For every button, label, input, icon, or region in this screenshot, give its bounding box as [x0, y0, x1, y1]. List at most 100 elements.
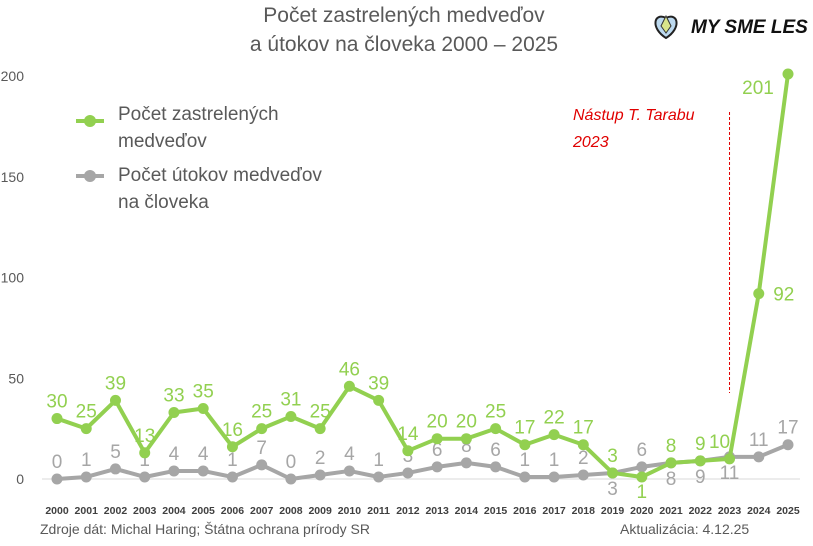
- source-text: Zdroje dát: Michal Haring; Štátna ochran…: [40, 521, 370, 537]
- data-label: 2: [315, 448, 326, 469]
- data-label: 11: [720, 463, 740, 484]
- data-point: [109, 463, 121, 475]
- y-tick-label: 150: [1, 169, 25, 185]
- data-point: [431, 433, 443, 445]
- data-point: [197, 465, 209, 477]
- data-label: 9: [695, 467, 706, 488]
- annotation-line-1: Nástup T. Tarabu: [573, 107, 695, 124]
- data-label: 92: [773, 285, 794, 306]
- x-tick-label: 2016: [513, 505, 537, 517]
- x-tick-label: 2003: [133, 505, 157, 517]
- data-point: [607, 467, 619, 479]
- data-point: [519, 439, 531, 451]
- x-tick-label: 2020: [630, 505, 654, 517]
- data-label: 0: [286, 452, 297, 473]
- data-point: [577, 439, 589, 451]
- data-label: 1: [520, 450, 531, 471]
- x-tick-label: 2014: [455, 505, 479, 517]
- data-point: [490, 461, 502, 473]
- legend-gray-line-2: na človeka: [118, 192, 209, 213]
- data-point: [285, 473, 297, 485]
- x-tick-label: 2025: [776, 505, 800, 517]
- data-label: 4: [344, 444, 355, 465]
- data-label: 17: [573, 418, 594, 439]
- data-point: [782, 68, 794, 80]
- legend-gray-line-1: Počet útokov medveďov: [118, 165, 322, 186]
- data-point: [460, 433, 472, 445]
- data-point: [226, 441, 238, 453]
- data-point: [753, 451, 765, 463]
- data-label: 11: [749, 430, 769, 451]
- chart-title-line-2: a útokov na človeka 2000 – 2025: [250, 33, 558, 56]
- data-label: 10: [709, 432, 730, 453]
- x-tick-label: 2005: [192, 505, 216, 517]
- data-label: 6: [432, 440, 443, 461]
- data-label: 17: [777, 418, 798, 439]
- y-tick-label: 0: [16, 471, 24, 487]
- data-point: [80, 423, 92, 435]
- data-point: [548, 471, 560, 483]
- data-point: [139, 471, 151, 483]
- x-tick-label: 2017: [542, 505, 566, 517]
- data-label: 39: [105, 373, 126, 394]
- data-point: [724, 453, 736, 465]
- data-label: 3: [607, 446, 618, 467]
- data-point: [636, 471, 648, 483]
- x-tick-label: 2004: [162, 505, 186, 517]
- data-point: [577, 469, 589, 481]
- legend-green-line-2: medveďov: [118, 131, 207, 152]
- data-point: [519, 471, 531, 483]
- x-tick-label: 2000: [45, 505, 69, 517]
- data-point: [343, 465, 355, 477]
- x-tick-label: 2002: [104, 505, 128, 517]
- data-label: 3: [403, 446, 414, 467]
- x-tick-label: 2008: [279, 505, 303, 517]
- x-tick-label: 2001: [75, 505, 99, 517]
- data-point: [753, 288, 765, 300]
- data-point: [694, 455, 706, 467]
- data-label: 3: [607, 479, 618, 500]
- x-tick-label: 2013: [425, 505, 449, 517]
- x-tick-label: 2024: [747, 505, 771, 517]
- data-point: [168, 465, 180, 477]
- data-label: 9: [695, 434, 706, 455]
- data-label: 1: [549, 450, 560, 471]
- data-point: [51, 473, 63, 485]
- data-label: 201: [742, 78, 774, 99]
- data-point: [373, 471, 385, 483]
- data-label: 1: [81, 450, 92, 471]
- data-label: 2: [578, 448, 589, 469]
- data-point: [314, 469, 326, 481]
- data-point: [197, 402, 209, 414]
- data-label: 1: [227, 450, 238, 471]
- x-tick-label: 2015: [484, 505, 508, 517]
- data-label: 7: [256, 438, 267, 459]
- logo: MY SME LES: [654, 14, 808, 40]
- data-label: 33: [163, 386, 184, 407]
- data-label: 6: [490, 440, 501, 461]
- data-point: [665, 457, 677, 469]
- data-label: 1: [637, 482, 648, 503]
- data-label: 25: [485, 402, 506, 423]
- data-point: [373, 394, 385, 406]
- data-label: 8: [666, 469, 677, 490]
- data-point: [80, 471, 92, 483]
- x-tick-label: 2023: [718, 505, 742, 517]
- annotation-line-2: 2023: [572, 134, 609, 151]
- x-tick-label: 2010: [338, 505, 362, 517]
- logo-text: MY SME LES: [691, 17, 808, 38]
- data-label: 39: [368, 373, 389, 394]
- y-tick-label: 100: [1, 270, 25, 286]
- data-point: [285, 411, 297, 423]
- data-label: 8: [666, 436, 677, 457]
- data-point: [314, 423, 326, 435]
- y-tick-label: 200: [1, 68, 25, 84]
- data-label: 31: [280, 390, 301, 411]
- data-label: 17: [514, 418, 535, 439]
- x-tick-label: 2021: [659, 505, 683, 517]
- data-label: 25: [310, 402, 331, 423]
- data-point: [256, 423, 268, 435]
- x-tick-label: 2018: [572, 505, 596, 517]
- data-point: [490, 423, 502, 435]
- data-label: 25: [251, 402, 272, 423]
